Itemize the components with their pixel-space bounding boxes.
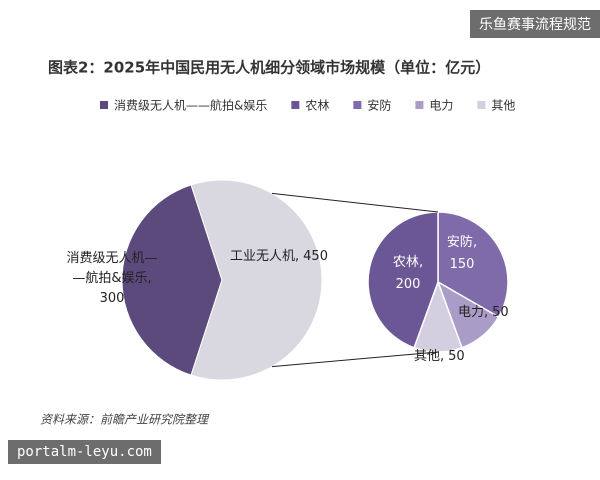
data-label: 电力, 50: [458, 305, 509, 320]
legend-label: 农林: [305, 99, 329, 113]
data-value: 300: [100, 291, 125, 306]
legend-swatch: [415, 101, 424, 109]
label-part: 电力: [458, 305, 484, 320]
source: 资料来源：前瞻产业研究院整理: [40, 413, 210, 427]
data-label: 安防, 150: [447, 234, 477, 272]
chart-title: 图表2：2025年中国民用无人机细分领域市场规模（单位：亿元）: [48, 59, 490, 77]
label-part: 消费级无人机—: [66, 251, 157, 266]
data-value: 450: [303, 249, 328, 264]
legend-swatch: [353, 101, 362, 109]
data-value: 200: [396, 277, 421, 292]
label-part: 其他: [414, 349, 440, 364]
pie-slice: [367, 211, 439, 349]
legend-swatch: [100, 101, 108, 109]
data-label: 工业无人机, 450: [230, 249, 328, 264]
label-separator: ,: [295, 249, 299, 264]
data-value: 50: [492, 305, 509, 320]
pie-slice: [190, 179, 323, 381]
data-label: 消费级无人机— —航拍&娱乐, 300: [66, 251, 157, 306]
data-label: 农林, 200: [393, 255, 423, 292]
legend-swatch: [291, 101, 300, 109]
pie-slice: [437, 211, 509, 319]
label-separator: ,: [440, 349, 444, 364]
legend-label: 电力: [429, 99, 453, 113]
legend-label: 其他: [491, 99, 515, 113]
label-separator: ,: [484, 305, 488, 320]
data-value: 150: [450, 257, 475, 272]
label-part: 工业无人机: [230, 249, 295, 264]
legend-label: 安防: [367, 98, 391, 113]
label-separator: ,: [148, 271, 152, 286]
data-label: 其他, 50: [414, 349, 465, 364]
watermark: portalm-leyu.com: [8, 440, 161, 464]
legend-swatch: [477, 101, 486, 109]
label-part: —航拍&娱乐: [72, 270, 147, 286]
pie-slice: [121, 184, 223, 376]
connector: [271, 192, 439, 213]
connector: [271, 351, 439, 368]
label-part: 农林: [393, 255, 419, 270]
legend-label: 消费级无人机——航拍&娱乐: [114, 98, 267, 113]
watermark: 乐鱼赛事流程规范: [470, 10, 600, 38]
data-value: 50: [448, 349, 465, 364]
label-part: 安防: [447, 234, 473, 250]
label-separator: ,: [419, 255, 423, 270]
label-separator: ,: [473, 235, 477, 250]
